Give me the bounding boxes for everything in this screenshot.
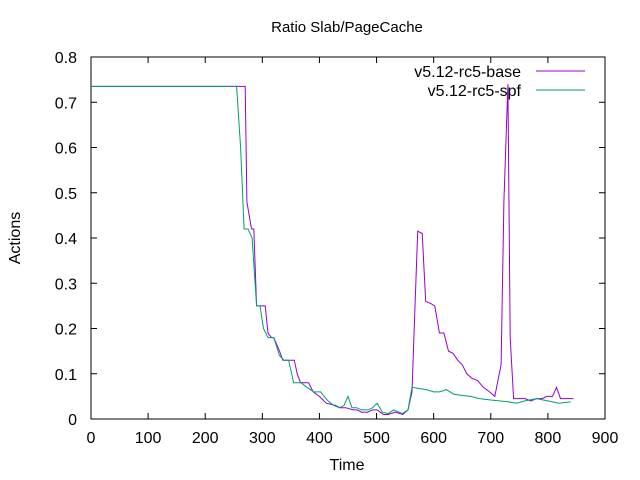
plot-frame [90, 56, 606, 420]
y-tick-label: 0.1 [55, 367, 77, 384]
x-tick-label: 200 [192, 430, 219, 447]
y-tick-label: 0.4 [55, 231, 77, 248]
y-tick-label: 0.5 [55, 186, 77, 203]
y-tick-label: 0.8 [55, 50, 77, 67]
legend-label-1: v5.12-rc5-spf [428, 83, 522, 100]
series-group [91, 84, 574, 416]
x-tick-label: 500 [363, 430, 390, 447]
x-tick-label: 100 [135, 430, 162, 447]
x-tick-label: 300 [249, 430, 276, 447]
x-tick-label: 800 [535, 430, 562, 447]
y-axis-label: Actions [7, 212, 24, 264]
series-line-0 [91, 84, 574, 416]
series-line-1 [91, 85, 571, 415]
y-tick-label: 0.7 [55, 95, 77, 112]
ticks: 0 100 200 300 400 500 600 700 800 900 0 0.1 0.2 0.3 0.… [55, 50, 619, 447]
legend-label-0: v5.12-rc5-base [414, 64, 521, 81]
x-axis-label: Time [330, 457, 365, 474]
y-tick-label: 0 [68, 412, 77, 429]
x-tick-label: 700 [477, 430, 504, 447]
y-tick-label: 0.2 [55, 322, 77, 339]
legend: v5.12-rc5-base v5.12-rc5-spf [414, 64, 585, 100]
y-tick-label: 0.6 [55, 141, 77, 158]
y-tick-label: 0.3 [55, 276, 77, 293]
x-tick-label: 600 [420, 430, 447, 447]
x-tick-label: 0 [87, 430, 96, 447]
chart-title: Ratio Slab/PageCache [271, 19, 423, 36]
x-tick-label: 400 [306, 430, 333, 447]
x-tick-label: 900 [592, 430, 619, 447]
